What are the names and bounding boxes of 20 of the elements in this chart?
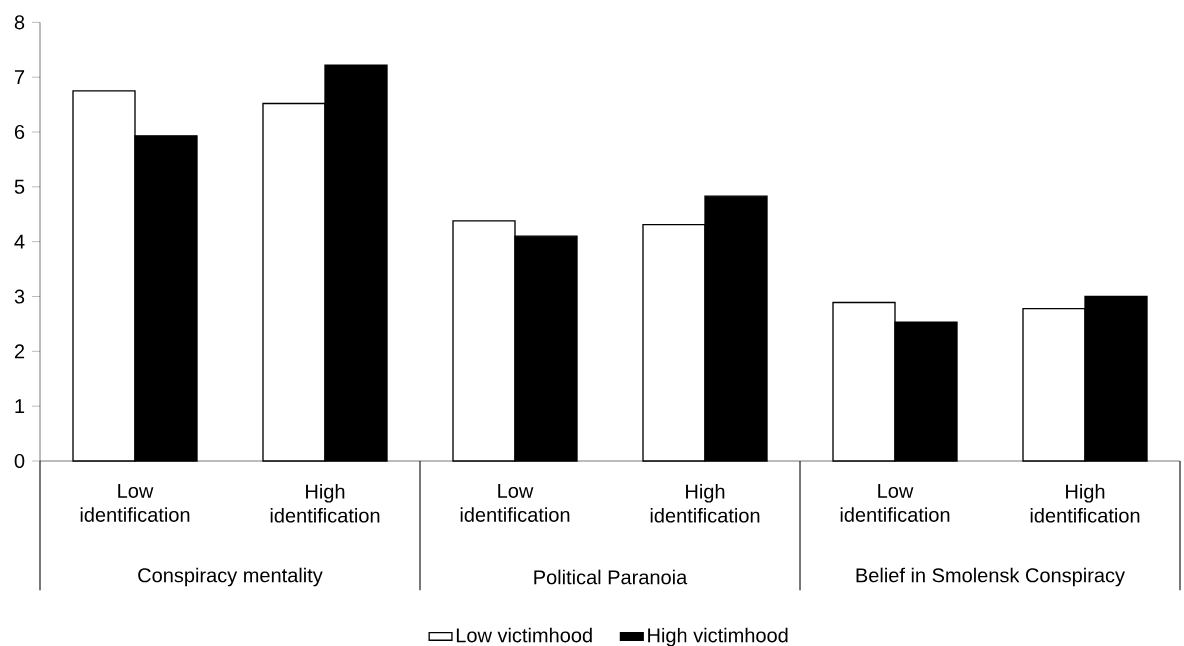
y-tick-label: 4 — [14, 234, 25, 249]
x-tick-label: Low identification — [460, 483, 570, 522]
text: Belief in Smolensk Conspiracy — [856, 567, 1125, 587]
y-tick-label: 3 — [14, 289, 25, 304]
y-tick-label: 2 — [14, 344, 25, 359]
legend-label: High victimhood — [648, 627, 788, 646]
text: Political Paranoia — [534, 569, 688, 585]
x-tick-label: High identification — [650, 483, 760, 523]
y-tick-label: 0 — [14, 453, 25, 469]
text: Conspiracy mentality — [138, 567, 323, 587]
x-tick-label: High identification — [1030, 483, 1140, 523]
y-tick-label: 8 — [14, 15, 25, 30]
legend-label: Low victimhood — [456, 627, 592, 643]
x-tick-label: High identification — [270, 483, 380, 523]
y-tick-label: 7 — [14, 70, 25, 85]
x-tick-label: Low identification — [80, 483, 190, 522]
y-tick-label: 1 — [15, 399, 25, 414]
y-tick-label: 5 — [14, 179, 25, 194]
y-tick-label: 6 — [14, 124, 25, 140]
x-tick-label: Low identification — [840, 483, 950, 522]
